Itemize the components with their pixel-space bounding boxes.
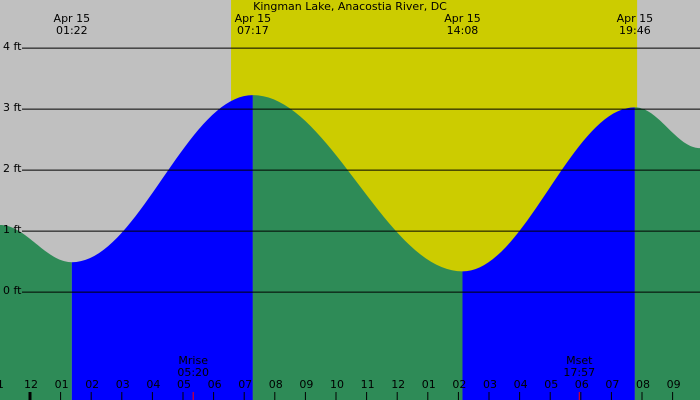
extreme-date: Apr 15 (444, 12, 481, 25)
x-tick-label: 06 (575, 378, 589, 391)
x-tick-label: 09 (299, 378, 313, 391)
x-tick-label: 07 (238, 378, 252, 391)
x-tick-label: 06 (208, 378, 222, 391)
x-tick-label: 03 (116, 378, 130, 391)
x-tick-label: 05 (544, 378, 558, 391)
x-tick-label: 11 (361, 378, 375, 391)
y-tick-label: 0 ft (3, 284, 22, 297)
x-tick-label: 07 (605, 378, 619, 391)
tide-segment (634, 107, 700, 400)
x-tick-label: 12 (391, 378, 405, 391)
extreme-date: Apr 15 (617, 12, 654, 25)
extreme-date: Apr 15 (54, 12, 91, 25)
moon-label: Mset (566, 354, 593, 367)
extreme-time: 01:22 (56, 24, 88, 37)
x-tick-label: 04 (146, 378, 160, 391)
y-tick-label: 3 ft (3, 101, 22, 114)
x-tick-label: 02 (452, 378, 466, 391)
extreme-time: 14:08 (447, 24, 479, 37)
x-tick-label: 01 (422, 378, 436, 391)
x-tick-label: 10 (330, 378, 344, 391)
moon-time: 05:20 (177, 366, 209, 379)
x-tick-label: 1 (0, 378, 4, 391)
x-tick-label: 03 (483, 378, 497, 391)
x-tick-label: 09 (667, 378, 681, 391)
x-tick-label: 02 (85, 378, 99, 391)
x-tick-label: 01 (55, 378, 69, 391)
x-tick-label: 04 (514, 378, 528, 391)
moon-time: 17:57 (563, 366, 595, 379)
extreme-time: 07:17 (237, 24, 269, 37)
tide-segment (0, 225, 72, 400)
x-tick-label: 12 (24, 378, 38, 391)
extreme-time: 19:46 (619, 24, 651, 37)
tide-segment (252, 95, 463, 400)
tide-segment (71, 95, 253, 400)
y-tick-label: 2 ft (3, 162, 22, 175)
x-tick-label: 08 (269, 378, 283, 391)
extreme-date: Apr 15 (235, 12, 272, 25)
y-tick-label: 4 ft (3, 40, 22, 53)
x-tick-label: 05 (177, 378, 191, 391)
chart-title: Kingman Lake, Anacostia River, DC (253, 0, 447, 13)
tide-segment (462, 107, 635, 400)
moon-label: Mrise (178, 354, 208, 367)
y-tick-label: 1 ft (3, 223, 22, 236)
x-tick-label: 08 (636, 378, 650, 391)
